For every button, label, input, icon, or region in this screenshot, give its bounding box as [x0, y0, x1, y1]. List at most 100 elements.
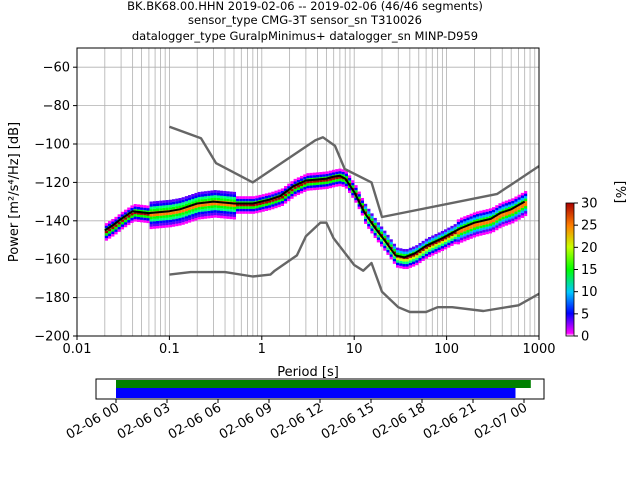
heatmap-cell [300, 183, 304, 186]
heatmap-cell [476, 228, 480, 232]
heatmap-cell [434, 246, 438, 250]
heatmap-cell [188, 200, 192, 203]
heatmap-cell [351, 192, 355, 196]
heatmap-cell [284, 193, 288, 197]
heatmap-cell [245, 196, 249, 199]
heatmap-cell [504, 218, 509, 221]
heatmap-cell [194, 207, 198, 211]
heatmap-cell [152, 203, 157, 207]
heatmap-cell [236, 198, 240, 202]
heatmap-cell [207, 210, 211, 214]
heatmap-cell [284, 196, 288, 199]
heatmap-cell [200, 211, 205, 215]
heatmap-cell [146, 213, 150, 216]
heatmap-cell [380, 238, 384, 242]
heatmap-cell [498, 218, 502, 221]
heatmap-cell [408, 257, 413, 261]
heatmap-cell [479, 225, 483, 229]
heatmap-cell [498, 210, 502, 214]
heatmap-cell [188, 210, 192, 213]
heatmap-cell [312, 175, 317, 178]
heatmap-cell [162, 207, 166, 211]
x-tick-label: 0.1 [159, 342, 180, 357]
heatmap-cell [332, 182, 336, 185]
heatmap-cell [466, 232, 470, 236]
heatmap-cell [338, 183, 342, 187]
heatmap-cell [216, 205, 221, 208]
heatmap-cell [405, 266, 409, 270]
psd-lines [104, 125, 539, 314]
heatmap-cell [453, 234, 457, 237]
heatmap-cell [495, 227, 499, 231]
heatmap-cell [508, 201, 512, 205]
heatmap-cell [143, 205, 147, 208]
heatmap-cell [197, 209, 201, 213]
heatmap-cell [162, 222, 166, 226]
heatmap-cell [156, 208, 160, 212]
heatmap-cell [200, 216, 205, 220]
heatmap-cell [389, 251, 393, 255]
heatmap-cell [437, 232, 441, 236]
heatmap-cell [165, 202, 169, 206]
heatmap-cell [517, 214, 521, 218]
heatmap-cell [335, 184, 339, 187]
heatmap-cell [431, 235, 435, 239]
heatmap-cell [232, 194, 237, 197]
heatmap-cell [479, 223, 483, 226]
heatmap-cell [501, 201, 505, 205]
heatmap-cell [418, 257, 422, 261]
heatmap-cell [524, 201, 528, 204]
heatmap-cell [280, 198, 285, 202]
high-noise-model-line [168, 125, 539, 219]
y-tick-label: −180 [34, 291, 70, 306]
heatmap-cell [392, 246, 397, 249]
heatmap-cell [428, 251, 432, 255]
heatmap-cell [325, 171, 329, 174]
heatmap-cell [440, 238, 445, 242]
heatmap-cell [492, 227, 496, 230]
heatmap-cell [120, 224, 125, 227]
heatmap-cell [344, 183, 349, 187]
heatmap-cell [152, 201, 157, 204]
heatmap-cell [482, 224, 486, 228]
heatmap-cell [204, 206, 208, 209]
heatmap-cell [204, 193, 208, 197]
heatmap-cell [479, 213, 483, 216]
heatmap-cell [389, 254, 393, 257]
heatmap-cell [216, 202, 221, 206]
heatmap-cell [514, 201, 518, 205]
heatmap-cell [335, 181, 339, 185]
heatmap-cell [152, 218, 157, 222]
heatmap-cell [460, 237, 464, 241]
heatmap-cell [264, 195, 269, 199]
heatmap-cell [341, 179, 345, 182]
heatmap-cell [501, 206, 505, 210]
heatmap-cell [293, 191, 297, 194]
heatmap-cell [434, 251, 438, 255]
heatmap-cell [216, 210, 221, 213]
heatmap-cell [152, 213, 157, 217]
heatmap-cell [111, 226, 115, 230]
heatmap-cell [252, 198, 256, 202]
heatmap-cell [290, 181, 294, 184]
heatmap-cell [431, 237, 435, 241]
heatmap-cell [463, 231, 467, 234]
heatmap-cell [108, 228, 112, 232]
heatmap-cell [172, 199, 176, 202]
heatmap-cell [271, 199, 275, 202]
heatmap-cell [370, 228, 374, 231]
heatmap-cell [149, 204, 153, 207]
heatmap-cell [213, 215, 217, 218]
heatmap-cell [271, 204, 275, 207]
heatmap-cell [360, 202, 365, 206]
heatmap-cell [479, 228, 483, 231]
heatmap-cell [204, 198, 208, 202]
heatmap-cell [277, 199, 281, 203]
heatmap-cell [319, 172, 323, 175]
heatmap-cell [149, 214, 153, 217]
heatmap-cell [252, 208, 256, 212]
heatmap-cell [415, 262, 419, 266]
heatmap-cell [181, 217, 185, 220]
heatmap-cell [517, 207, 521, 210]
heatmap-cell [386, 249, 390, 253]
